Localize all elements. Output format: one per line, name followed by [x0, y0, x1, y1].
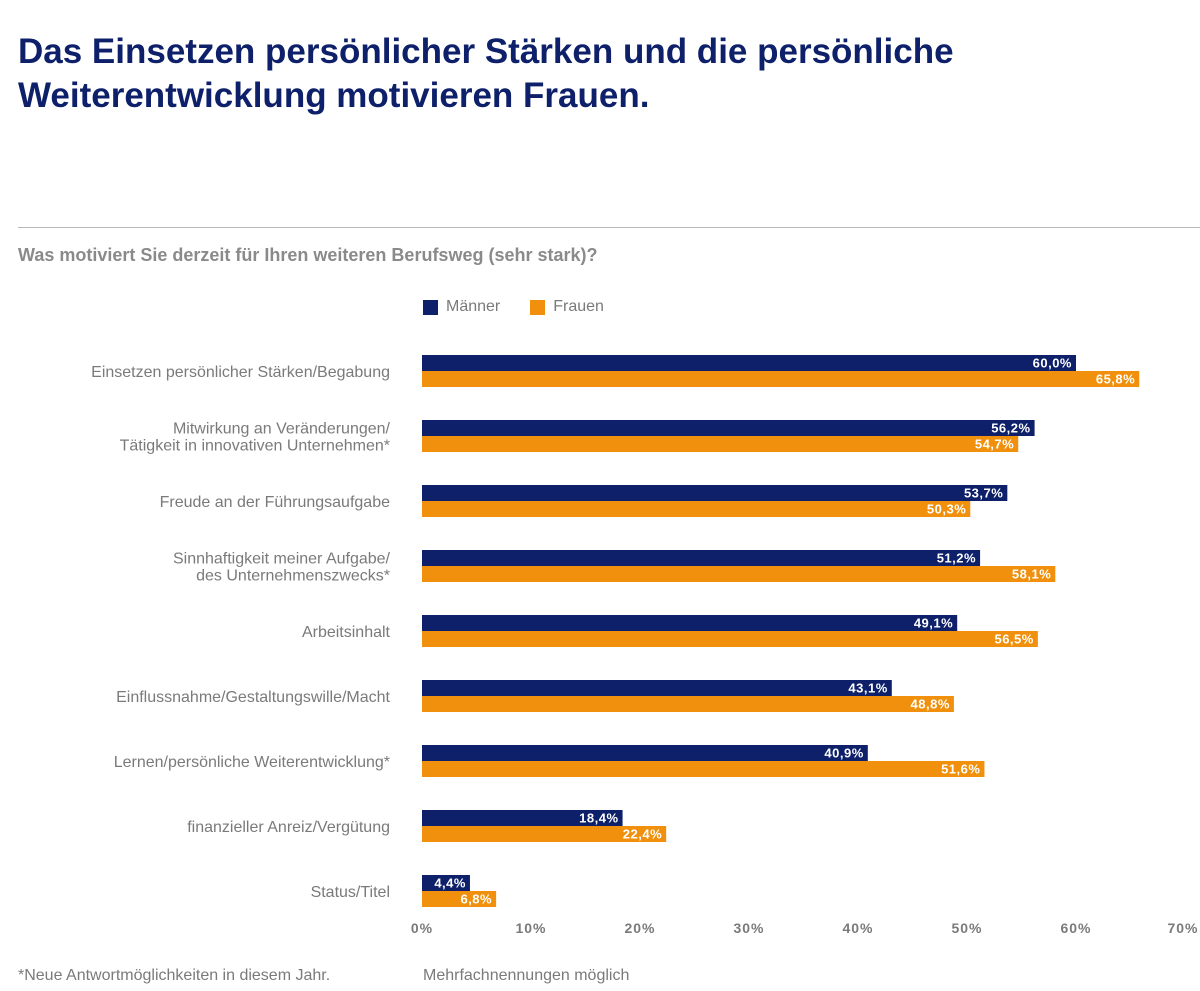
divider [18, 227, 1200, 228]
data-label: 58,1% [1012, 567, 1051, 582]
x-tick-label: 70% [1167, 920, 1198, 936]
data-label: 60,0% [1033, 356, 1072, 371]
x-tick-label: 40% [842, 920, 873, 936]
legend: Männer Frauen [423, 298, 634, 316]
data-label: 18,4% [579, 811, 618, 826]
bar-maenner [422, 810, 623, 826]
x-tick-label: 10% [515, 920, 546, 936]
data-label: 51,6% [941, 762, 980, 777]
x-tick-label: 20% [624, 920, 655, 936]
page-title: Das Einsetzen persönlicher Stärken und d… [18, 32, 954, 115]
bar-frauen [422, 566, 1056, 582]
data-label: 22,4% [623, 827, 662, 842]
category-label: finanzieller Anreiz/Vergütung [187, 819, 390, 836]
bar-maenner [422, 875, 470, 891]
bar-frauen [422, 436, 1019, 452]
x-tick-label: 60% [1060, 920, 1091, 936]
bar-frauen [422, 761, 985, 777]
category-label: Arbeitsinhalt [302, 624, 391, 641]
bar-maenner [422, 745, 868, 761]
data-label: 6,8% [460, 892, 492, 907]
x-tick-label: 30% [733, 920, 764, 936]
bar-frauen [422, 891, 497, 907]
data-label: 49,1% [914, 616, 953, 631]
legend-swatch-frauen [530, 299, 546, 315]
bar-maenner [422, 485, 1008, 501]
data-label: 51,2% [937, 551, 976, 566]
bar-chart: Einsetzen persönlicher Stärken/Begabung 6… [91, 355, 1198, 936]
legend-label-maenner: Männer [446, 298, 501, 315]
category-label: Status/Titel [311, 884, 390, 901]
legend-item-maenner: Männer [423, 298, 500, 316]
bar-maenner [422, 550, 981, 566]
x-tick-label: 0% [411, 920, 433, 936]
legend-label-frauen: Frauen [553, 298, 604, 315]
data-label: 48,8% [911, 697, 950, 712]
footnote-multiple-answers: Mehrfachnennungen möglich [423, 967, 630, 984]
category-label: Sinnhaftigkeit meiner Aufgabe/des Untern… [173, 551, 391, 585]
chart-title: Was motiviert Sie derzeit für Ihren weit… [18, 245, 598, 265]
legend-swatch-maenner [423, 299, 438, 315]
category-label: Freude an der Führungsaufgabe [160, 494, 390, 511]
bar-frauen [422, 501, 971, 517]
bar-maenner [422, 615, 958, 631]
footnote-new-answers: *Neue Antwortmöglichkeiten in diesem Jah… [18, 967, 331, 984]
data-label: 50,3% [927, 502, 966, 517]
data-label: 54,7% [975, 437, 1014, 452]
bar-maenner [422, 355, 1076, 371]
data-label: 43,1% [848, 681, 887, 696]
bar-maenner [422, 420, 1035, 436]
bar-frauen [422, 631, 1038, 647]
data-label: 56,5% [994, 632, 1033, 647]
data-label: 4,4% [434, 876, 466, 891]
data-label: 65,8% [1096, 372, 1135, 387]
data-label: 56,2% [991, 421, 1030, 436]
bar-frauen [422, 371, 1140, 387]
bar-frauen [422, 826, 667, 842]
data-label: 40,9% [824, 746, 863, 761]
data-label: 53,7% [964, 486, 1003, 501]
category-label: Einsetzen persönlicher Stärken/Begabung [91, 364, 390, 381]
category-label: Mitwirkung an Veränderungen/Tätigkeit in… [120, 421, 391, 455]
bar-maenner [422, 680, 892, 696]
category-label: Einflussnahme/Gestaltungswille/Macht [116, 689, 390, 706]
x-tick-label: 50% [951, 920, 982, 936]
legend-item-frauen: Frauen [530, 298, 604, 316]
category-label: Lernen/persönliche Weiterentwicklung* [114, 754, 390, 771]
bar-frauen [422, 696, 954, 712]
